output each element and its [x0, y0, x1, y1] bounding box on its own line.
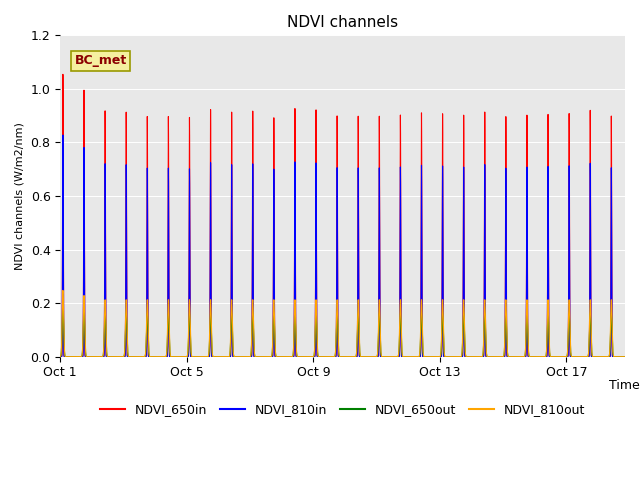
- Title: NDVI channels: NDVI channels: [287, 15, 398, 30]
- NDVI_650out: [497, 354, 504, 360]
- NDVI_810out: [125, 354, 133, 360]
- NDVI_810out: [626, 354, 634, 360]
- NDVI_650out: [248, 342, 255, 348]
- NDVI_810in: [56, 354, 64, 360]
- X-axis label: Time: Time: [609, 379, 640, 392]
- NDVI_810out: [332, 352, 339, 358]
- NDVI_810out: [56, 354, 64, 360]
- Legend: NDVI_650in, NDVI_810in, NDVI_650out, NDVI_810out: NDVI_650in, NDVI_810in, NDVI_650out, NDV…: [95, 398, 590, 421]
- NDVI_650out: [56, 354, 64, 360]
- NDVI_650out: [451, 354, 459, 360]
- Line: NDVI_650in: NDVI_650in: [60, 74, 630, 357]
- NDVI_810out: [117, 354, 125, 360]
- NDVI_650out: [59, 303, 67, 309]
- NDVI_810in: [626, 354, 634, 360]
- NDVI_650in: [125, 354, 133, 360]
- NDVI_810in: [125, 354, 133, 360]
- NDVI_810in: [497, 354, 504, 360]
- NDVI_810out: [497, 354, 504, 360]
- NDVI_810in: [332, 354, 339, 360]
- NDVI_650in: [56, 354, 64, 360]
- NDVI_650out: [626, 354, 634, 360]
- NDVI_650in: [332, 354, 339, 360]
- NDVI_810out: [451, 354, 459, 360]
- NDVI_650in: [497, 354, 504, 360]
- NDVI_810in: [59, 132, 67, 138]
- Y-axis label: NDVI channels (W/m2/nm): NDVI channels (W/m2/nm): [15, 122, 25, 270]
- Line: NDVI_810out: NDVI_810out: [60, 290, 630, 357]
- NDVI_810out: [59, 288, 67, 293]
- NDVI_650out: [332, 353, 339, 359]
- NDVI_810out: [248, 339, 255, 345]
- NDVI_650in: [248, 353, 255, 359]
- NDVI_650in: [620, 354, 628, 360]
- NDVI_650in: [59, 72, 67, 77]
- NDVI_810in: [248, 353, 255, 359]
- Line: NDVI_650out: NDVI_650out: [60, 306, 630, 357]
- NDVI_810in: [451, 354, 459, 360]
- NDVI_650in: [626, 354, 634, 360]
- NDVI_810in: [117, 354, 125, 360]
- NDVI_650in: [117, 354, 125, 360]
- Text: BC_met: BC_met: [74, 54, 127, 67]
- NDVI_650in: [451, 354, 459, 360]
- NDVI_650out: [117, 354, 125, 360]
- NDVI_810in: [620, 354, 628, 360]
- Line: NDVI_810in: NDVI_810in: [60, 135, 630, 357]
- NDVI_650out: [125, 354, 133, 360]
